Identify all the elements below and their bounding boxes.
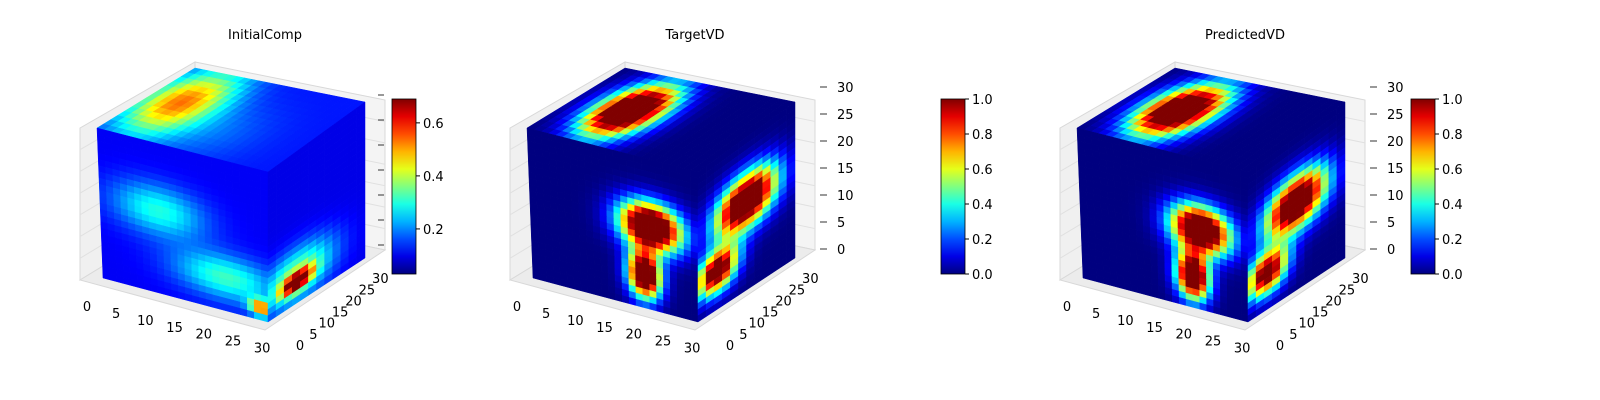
colorbar-tick-label: 0.4 (423, 170, 444, 185)
colorbar-tick-label: 1.0 (1442, 93, 1463, 108)
z-tick-label: 25 (1387, 108, 1404, 123)
y-tick-label: 5 (309, 328, 317, 343)
voxel (356, 251, 366, 264)
x-tick-label: 0 (83, 300, 91, 315)
x-tick-label: 25 (1205, 335, 1222, 350)
cube-side-face (1247, 101, 1346, 323)
colorbar (1410, 98, 1436, 275)
y-tick-label: 25 (789, 283, 806, 298)
x-tick-label: 10 (137, 314, 154, 329)
cube-front-face (1076, 127, 1249, 323)
colorbar-tick-label: 1.0 (972, 93, 993, 108)
y-tick-label: 30 (1352, 272, 1369, 287)
z-tick-label: 10 (837, 189, 854, 204)
x-tick-label: 0 (1063, 300, 1071, 315)
x-tick-label: 15 (166, 321, 183, 336)
x-tick-label: 0 (513, 300, 521, 315)
colorbar-tick-label: 0.2 (1442, 233, 1463, 248)
x-tick-label: 30 (684, 342, 701, 357)
z-tick-label: 20 (837, 135, 854, 150)
z-tick-label: 30 (837, 81, 854, 96)
z-tick-label: 10 (1387, 189, 1404, 204)
x-tick-label: 30 (1234, 342, 1251, 357)
x-tick-label: 25 (655, 335, 672, 350)
colorbar-tick-label: 0.6 (423, 117, 444, 132)
z-tick-label: 15 (1387, 162, 1404, 177)
cube-side-face (267, 101, 366, 323)
y-tick-label: 5 (739, 328, 747, 343)
colorbar-tick-label: 0.2 (972, 233, 993, 248)
cube-side-face (697, 101, 796, 323)
y-tick-label: 10 (749, 317, 766, 332)
y-tick-label: 15 (332, 306, 349, 321)
z-tick-label: 0 (837, 243, 845, 258)
x-tick-label: 10 (1117, 314, 1134, 329)
y-tick-label: 0 (726, 339, 734, 354)
y-tick-label: 25 (359, 283, 376, 298)
y-tick-label: 30 (372, 272, 389, 287)
colorbar-tick-label: 0.4 (972, 198, 993, 213)
cube-top-face (526, 67, 796, 173)
y-tick-label: 10 (319, 317, 336, 332)
y-tick-label: 15 (762, 306, 779, 321)
colorbar-tick-label: 0.8 (1442, 128, 1463, 143)
x-tick-label: 20 (1176, 328, 1193, 343)
x-tick-label: 30 (254, 342, 271, 357)
x-tick-label: 15 (596, 321, 613, 336)
z-tick-label: 5 (837, 216, 845, 231)
colorbar (940, 98, 966, 275)
y-tick-label: 0 (1276, 339, 1284, 354)
subplot-title: InitialComp (228, 28, 302, 43)
colorbar-tick-label: 0.2 (423, 223, 444, 238)
z-tick-label: 30 (1387, 81, 1404, 96)
x-tick-label: 5 (1092, 307, 1100, 322)
x-tick-label: 10 (567, 314, 584, 329)
y-tick-label: 30 (802, 272, 819, 287)
z-tick-label: 0 (1387, 243, 1395, 258)
colorbar-tick-label: 0.6 (972, 163, 993, 178)
cube-front-face (526, 127, 699, 323)
cube-top-face (96, 67, 366, 173)
colorbar-tick-label: 0.8 (972, 128, 993, 143)
x-tick-label: 20 (626, 328, 643, 343)
x-tick-label: 5 (542, 307, 550, 322)
y-tick-label: 0 (296, 339, 304, 354)
x-tick-label: 5 (112, 307, 120, 322)
cube-front-face (96, 127, 269, 323)
y-tick-label: 20 (345, 294, 362, 309)
colorbar-tick-label: 0.0 (1442, 268, 1463, 283)
x-tick-label: 20 (196, 328, 213, 343)
subplot-title: PredictedVD (1205, 28, 1285, 43)
x-tick-label: 25 (225, 335, 242, 350)
subplot-title: TargetVD (664, 28, 724, 43)
colorbar-tick-label: 0.6 (1442, 163, 1463, 178)
colorbar-tick-label: 0.4 (1442, 198, 1463, 213)
z-tick-label: 20 (1387, 135, 1404, 150)
y-tick-label: 20 (775, 294, 792, 309)
colorbar-tick-label: 0.0 (972, 268, 993, 283)
x-tick-label: 15 (1146, 321, 1163, 336)
colorbar (391, 98, 417, 275)
z-tick-label: 15 (837, 162, 854, 177)
voxel (786, 251, 796, 264)
y-tick-label: 5 (1289, 328, 1297, 343)
z-tick-label: 25 (837, 108, 854, 123)
z-tick-label: 5 (1387, 216, 1395, 231)
